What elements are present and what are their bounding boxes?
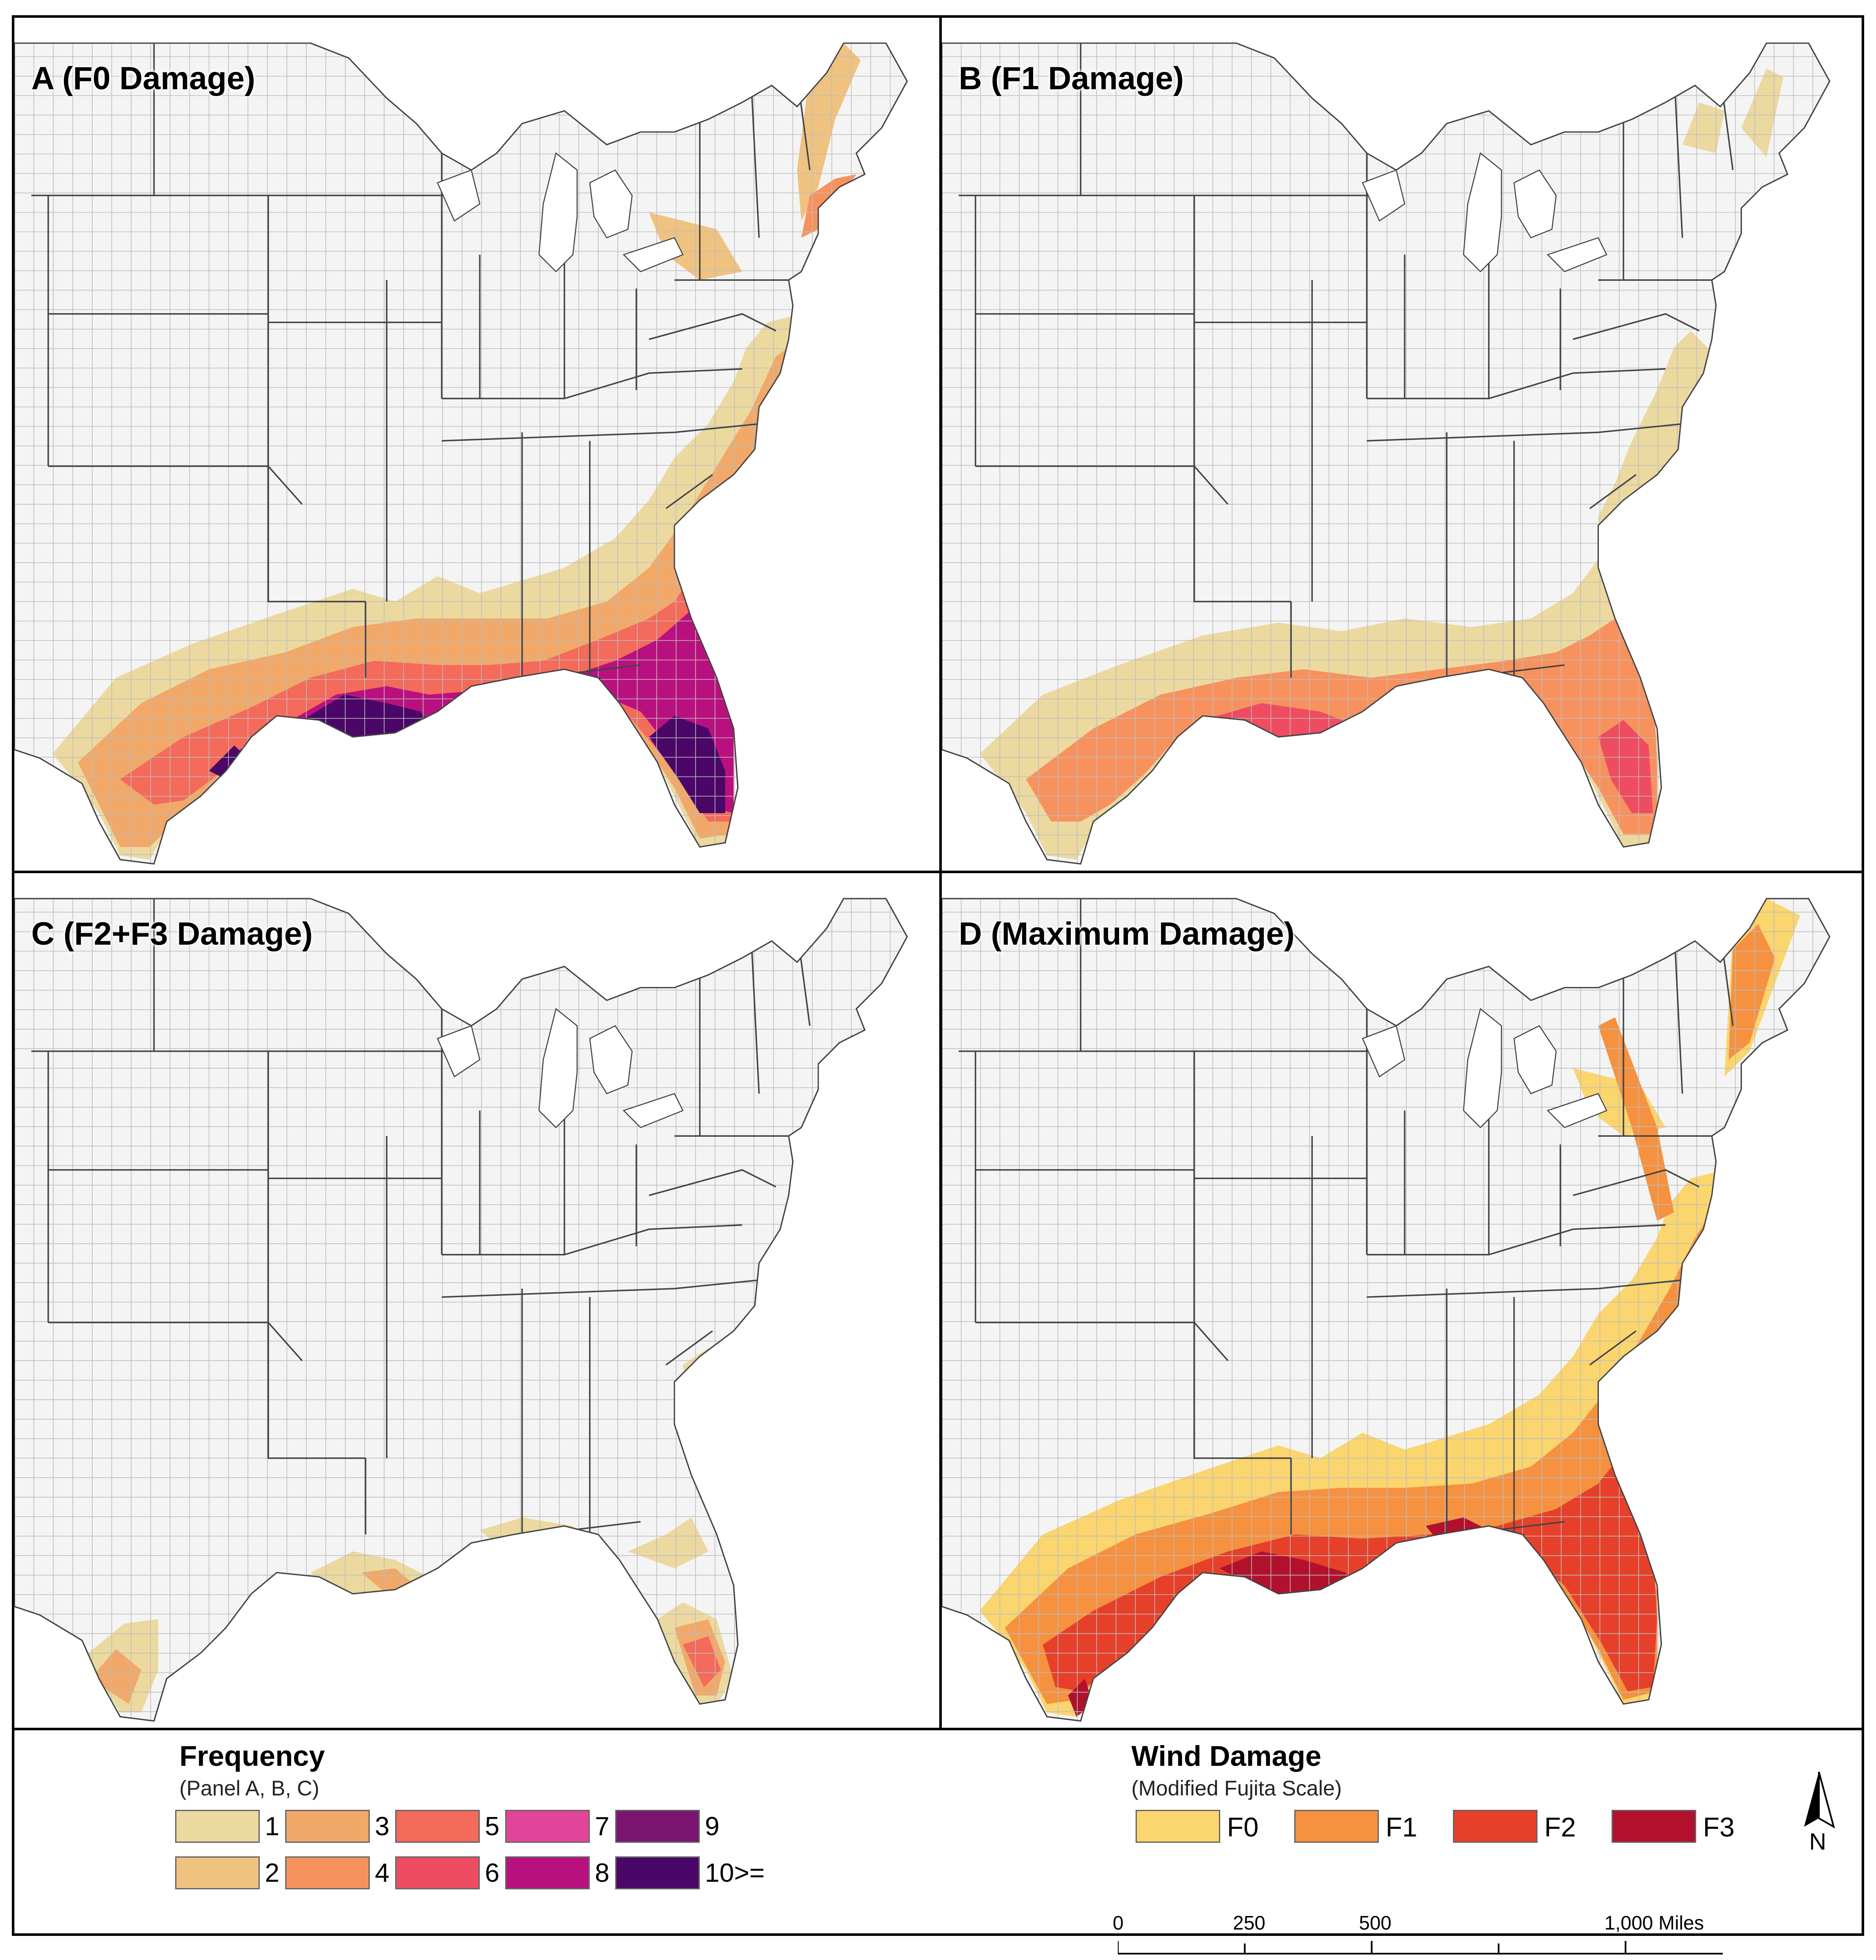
- lake-4: [622, 237, 684, 272]
- frequency-swatch-4: [285, 1856, 370, 1889]
- damage-label-f3: F3: [1703, 1812, 1735, 1842]
- damage-swatch-f2: [1453, 1810, 1538, 1843]
- panel-c-title: C (F2+F3 Damage): [31, 916, 313, 952]
- lake-3: [1513, 1025, 1557, 1094]
- panel-d-title: D (Maximum Damage): [959, 916, 1295, 952]
- state-boundaries: [31, 899, 811, 1535]
- panel-c-map: C (F2+F3 Damage): [14, 873, 939, 1728]
- frequency-swatch-9: [615, 1810, 700, 1843]
- figure-frame: A (F0 Damage) B (F1 Damage) C (F2+F3 Dam…: [12, 15, 1864, 1936]
- lake-4: [1546, 1093, 1608, 1128]
- frequency-label-2: 2: [265, 1858, 280, 1888]
- state-boundaries: [958, 43, 1734, 679]
- frequency-swatch-3: [285, 1810, 370, 1843]
- scale-label-250: 250: [1233, 1912, 1265, 1934]
- frequency-label-7: 7: [595, 1812, 610, 1841]
- hazard-zone-3: [683, 1636, 721, 1687]
- hazard-zone-5: [209, 390, 793, 813]
- horizontal-divider-middle: [14, 871, 1862, 873]
- scale-label-500: 500: [1359, 1912, 1392, 1934]
- lake-1: [437, 169, 481, 222]
- lake-4: [1546, 237, 1608, 272]
- scale-label-1000: 1,000 Miles: [1604, 1912, 1704, 1934]
- lake-2: [538, 1008, 578, 1128]
- panel-a-title: A (F0 Damage): [31, 60, 256, 96]
- frequency-swatch-8: [505, 1856, 590, 1889]
- lake-1: [1362, 1025, 1406, 1078]
- lake-3: [589, 1025, 633, 1094]
- damage-legend-title: Wind Damage: [1131, 1740, 1322, 1772]
- damage-swatch-f3: [1612, 1810, 1696, 1843]
- frequency-label-5: 5: [485, 1812, 500, 1841]
- frequency-label-8: 8: [595, 1858, 610, 1888]
- lake-3: [589, 169, 633, 239]
- lake-2: [1463, 1008, 1502, 1128]
- frequency-swatch-1: [175, 1810, 260, 1843]
- damage-legend-subtitle: (Modified Fujita Scale): [1131, 1776, 1342, 1800]
- damage-label-f2: F2: [1544, 1812, 1576, 1842]
- frequency-label-9: 9: [705, 1812, 720, 1841]
- frequency-swatch-7: [505, 1810, 590, 1843]
- lake-3: [1513, 169, 1557, 239]
- panel-d-map-svg: [942, 898, 1831, 1722]
- legend-area: Frequency (Panel A, B, C) 1 2 3 4 5 6 7 8 9 10>= …: [14, 1729, 1862, 1955]
- frequency-swatch-5: [395, 1810, 480, 1843]
- lake-2: [538, 152, 578, 272]
- panel-d-map: D (Maximum Damage): [942, 873, 1862, 1728]
- frequency-swatch-10: [615, 1856, 700, 1889]
- damage-label-f1: F1: [1386, 1812, 1417, 1842]
- frequency-legend-subtitle: (Panel A, B, C): [179, 1776, 319, 1800]
- frequency-swatch-6: [395, 1856, 480, 1889]
- hazard-layer: [78, 1034, 856, 1713]
- north-arrow-icon: [1804, 1771, 1835, 1829]
- frequency-swatch-2: [175, 1856, 260, 1889]
- hazard-zone-6: [649, 43, 861, 280]
- panel-a-map-svg: [14, 42, 908, 865]
- scale-bar: 0 250 500 1,000 Miles: [1113, 1912, 1761, 1960]
- north-arrow: N: [1796, 1771, 1842, 1855]
- panel-b-map-svg: [942, 42, 1831, 865]
- state-boundaries: [958, 899, 1734, 1535]
- frequency-legend-title: Frequency: [179, 1740, 325, 1772]
- north-arrow-label: N: [1809, 1828, 1826, 1855]
- frequency-label-3: 3: [375, 1812, 390, 1841]
- scale-label-0: 0: [1113, 1912, 1124, 1934]
- panel-b-title: B (F1 Damage): [959, 60, 1184, 96]
- frequency-label-6: 6: [485, 1858, 500, 1888]
- panel-c-map-svg: [14, 898, 908, 1722]
- panel-a-map: A (F0 Damage): [14, 18, 939, 871]
- lake-1: [437, 1025, 481, 1078]
- lake-2: [1463, 152, 1502, 272]
- lake-4: [622, 1093, 684, 1128]
- frequency-label-1: 1: [265, 1812, 280, 1841]
- panel-b-map: B (F1 Damage): [942, 18, 1862, 871]
- damage-swatch-f1: [1294, 1810, 1379, 1843]
- frequency-label-10: 10>=: [705, 1858, 765, 1888]
- damage-label-f0: F0: [1227, 1812, 1259, 1842]
- horizontal-divider-legend: [14, 1728, 1862, 1730]
- lake-1: [1362, 169, 1406, 222]
- frequency-label-4: 4: [375, 1858, 390, 1888]
- damage-swatch-f0: [1136, 1810, 1220, 1843]
